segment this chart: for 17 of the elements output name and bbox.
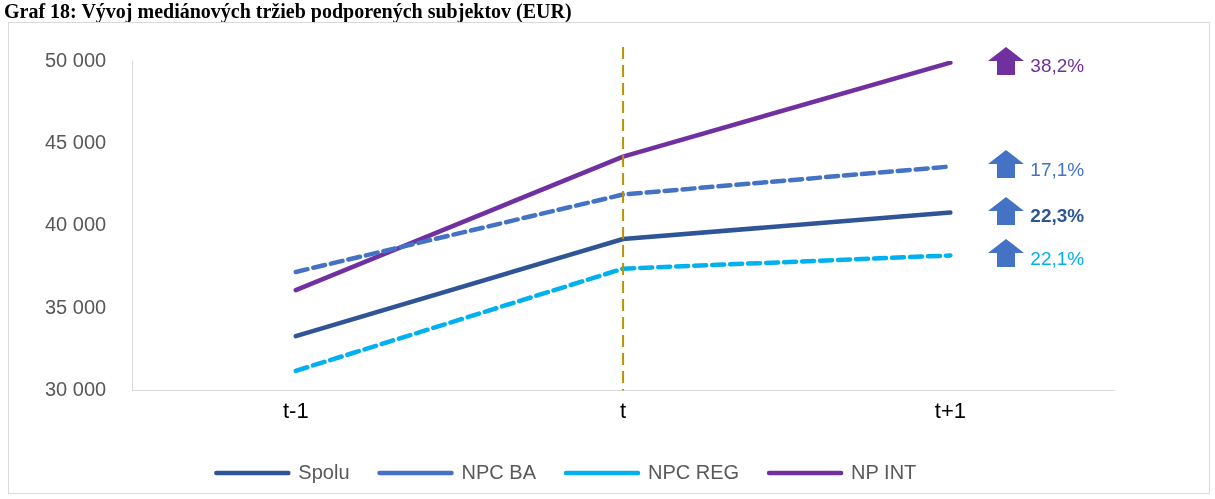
chart-title: Graf 18: Vývoj mediánových tržieb podporených subjektov (EUR) <box>3 0 573 22</box>
y-tick-label: 45 000 <box>45 130 107 153</box>
x-tick-label: t-1 <box>282 397 309 423</box>
annotation: 22,1% <box>1030 247 1085 269</box>
x-tick-label: t+1 <box>934 397 966 423</box>
legend-label: NP INT <box>851 460 917 483</box>
y-tick-label: 35 000 <box>45 295 107 318</box>
legend-label: NPC BA <box>461 460 537 483</box>
legend-label: NPC REG <box>647 460 740 483</box>
annotation: 17,1% <box>1030 158 1085 180</box>
x-tick-label: t <box>620 397 627 423</box>
annotation: 38,2% <box>1030 54 1085 76</box>
y-tick-label: 30 000 <box>45 378 107 401</box>
y-tick-label: 50 000 <box>45 48 107 71</box>
legend-label: Spolu <box>298 460 350 483</box>
annotation: 22,3% <box>1030 204 1085 226</box>
y-tick-label: 40 000 <box>45 213 107 236</box>
